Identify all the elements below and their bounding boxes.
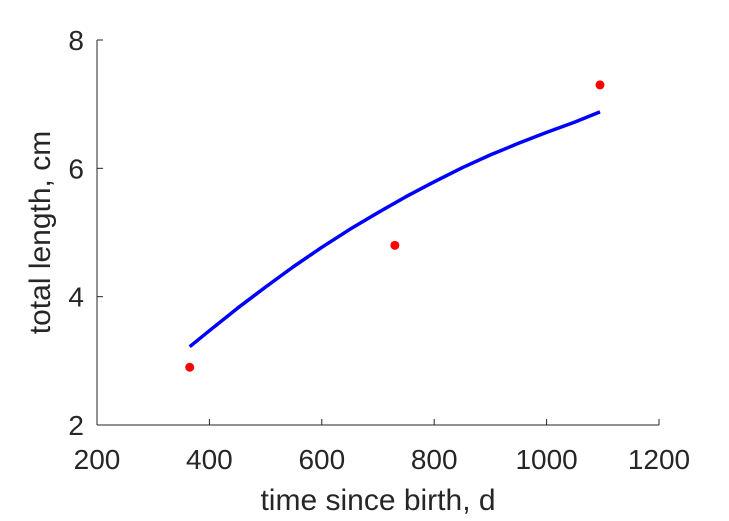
x-axis-label: time since birth, d [260, 484, 495, 517]
plot-area [185, 80, 605, 372]
data-point [185, 362, 195, 372]
data-point [390, 240, 400, 250]
x-tick-label: 1200 [628, 444, 690, 475]
x-tick-label: 1000 [515, 444, 577, 475]
data-point [595, 80, 605, 90]
y-tick-label: 4 [68, 282, 84, 313]
x-tick-label: 600 [298, 444, 345, 475]
axes: 200 400 600 800 1000 1200 2 4 6 8 [68, 25, 690, 475]
x-tick-label: 400 [186, 444, 233, 475]
y-tick-label: 2 [68, 410, 84, 441]
fit-curve-line [188, 110, 601, 349]
y-axis-label: total length, cm [24, 131, 57, 334]
x-tick-label: 800 [411, 444, 458, 475]
y-tick-label: 8 [68, 25, 84, 56]
x-tick-label: 200 [74, 444, 121, 475]
y-tick-label: 6 [68, 153, 84, 184]
